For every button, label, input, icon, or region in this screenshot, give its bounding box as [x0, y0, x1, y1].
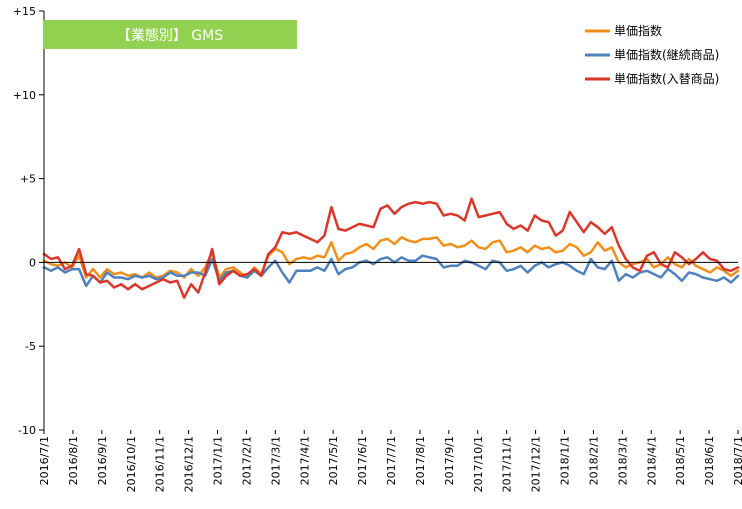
x-tick-label: 2017/7/1: [385, 436, 398, 485]
x-tick-label: 2017/12/1: [530, 436, 543, 492]
x-tick-label: 2017/11/1: [501, 436, 514, 492]
x-tick-label: 2016/9/1: [96, 436, 109, 485]
x-tick-label: 2017/5/1: [327, 436, 340, 485]
x-tick-label: 2017/8/1: [414, 436, 427, 485]
y-tick-label: -5: [25, 340, 36, 353]
y-tick-label: +15: [13, 5, 36, 18]
legend-label-2: 単価指数(継続商品): [614, 47, 719, 62]
y-tick-label: +5: [20, 173, 36, 186]
y-tick-label: -10: [18, 424, 36, 437]
x-tick-label: 2018/6/1: [703, 436, 716, 485]
x-tick-label: 2016/8/1: [67, 436, 80, 485]
x-tick-label: 2017/10/1: [472, 436, 485, 492]
x-tick-label: 2018/4/1: [645, 436, 658, 485]
series-line-1: [42, 236, 740, 279]
x-tick-label: 2018/1/1: [559, 436, 572, 485]
series-layer: [42, 197, 740, 299]
x-tick-label: 2017/6/1: [356, 436, 369, 485]
x-tick-label: 2018/3/1: [616, 436, 629, 485]
x-tick-label: 2017/1/1: [212, 436, 225, 485]
x-tick-label: 2017/3/1: [269, 436, 282, 485]
chart-title-box: 【業態別】 GMS: [43, 20, 297, 49]
x-tick-label: 2018/5/1: [674, 436, 687, 485]
x-tick-label: 2018/7/1: [732, 436, 742, 485]
x-tick-label: 2017/2/1: [240, 436, 253, 485]
chart-title-background: [43, 20, 297, 49]
x-tick-label: 2016/7/1: [38, 436, 51, 485]
x-tick-label: 2018/2/1: [587, 436, 600, 485]
legend-label-1: 単価指数: [614, 23, 662, 38]
series-line-2: [42, 254, 740, 288]
y-tick-label: +10: [13, 89, 36, 102]
x-tick-label: 2016/11/1: [154, 436, 167, 492]
chart-title: 【業態別】 GMS: [117, 28, 223, 44]
x-tick-label: 2017/9/1: [443, 436, 456, 485]
legend-label-3: 単価指数(入替商品): [614, 71, 719, 86]
x-tick-label: 2016/10/1: [125, 436, 138, 492]
y-tick-label: 0: [29, 256, 36, 269]
series-line-3: [42, 197, 740, 299]
x-tick-label: 2017/4/1: [298, 436, 311, 485]
x-tick-label: 2016/12/1: [183, 436, 196, 492]
